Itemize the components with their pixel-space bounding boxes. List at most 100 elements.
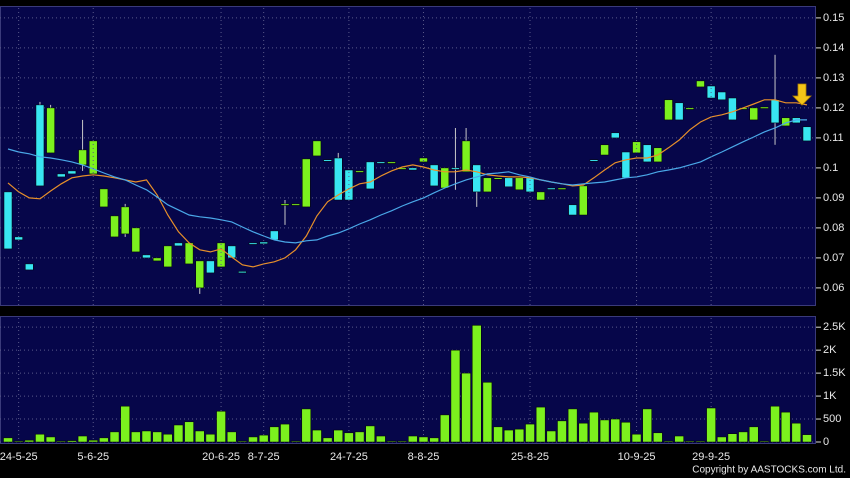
volume-bar — [717, 436, 727, 443]
candle-body — [248, 242, 258, 245]
volume-bar — [376, 435, 386, 443]
y-tick-label: 0.07 — [823, 252, 844, 264]
candle-body — [67, 170, 77, 175]
volume-bar — [514, 428, 525, 443]
volume-bar — [184, 421, 194, 443]
volume-bar — [290, 440, 301, 443]
candle-body — [312, 140, 322, 157]
volume-bar — [653, 432, 663, 443]
candle-body — [419, 157, 428, 163]
candle-body — [334, 157, 343, 201]
candle-body — [717, 91, 727, 101]
moving-average-line — [7, 119, 807, 244]
candle-body — [227, 245, 236, 259]
volume-bar — [589, 411, 599, 443]
volume-bar — [312, 429, 322, 443]
volume-bar — [770, 405, 780, 443]
candle-body — [749, 107, 758, 121]
candle-body — [110, 215, 119, 238]
candle-body — [259, 241, 268, 245]
volume-bar — [663, 440, 674, 443]
candle-body — [291, 203, 300, 206]
candle-body — [451, 167, 460, 170]
volume-bar — [450, 349, 461, 443]
candle-body — [238, 271, 247, 274]
volume-bar — [45, 436, 56, 443]
volume-bar — [418, 436, 429, 443]
volume-bar — [493, 426, 503, 443]
y-tick-label: 1K — [823, 390, 837, 402]
candle-body — [610, 132, 620, 139]
volume-bar — [429, 437, 439, 443]
volume-bar — [248, 436, 258, 443]
volume-bar — [35, 433, 45, 443]
x-tick-label: 8-8-25 — [408, 451, 440, 463]
volume-bar — [109, 431, 120, 443]
candle-body — [589, 159, 599, 162]
candle-body — [376, 161, 386, 164]
volume-bar — [802, 434, 812, 443]
candle-body — [568, 204, 577, 216]
volume-bar — [3, 437, 13, 443]
y-tick-label: 2.5K — [823, 321, 846, 333]
y-tick-label: 0.13 — [823, 72, 844, 84]
candle-body — [632, 141, 641, 154]
volume-bar — [546, 430, 557, 443]
y-tick-label: 0.1 — [823, 162, 838, 174]
candle-body — [642, 144, 652, 163]
volume-bar — [205, 433, 216, 443]
volume-bar — [727, 433, 738, 443]
y-tick-label: 0.09 — [823, 192, 844, 204]
volume-bar — [738, 431, 748, 443]
candle-body — [547, 187, 556, 190]
volume-bar — [333, 429, 344, 443]
candle-body — [3, 191, 13, 250]
volume-bar — [195, 430, 205, 443]
volume-bar — [365, 425, 375, 443]
volume-bar — [141, 430, 152, 443]
volume-bar — [780, 411, 791, 443]
x-tick-label: 8-7-25 — [248, 451, 280, 463]
candle-body — [600, 144, 609, 156]
volume-bar — [642, 408, 652, 443]
volume-bar — [408, 435, 418, 443]
volume-bar — [67, 440, 77, 443]
candle-body — [387, 161, 396, 164]
volume-bar — [759, 440, 770, 443]
volume-bar — [77, 435, 88, 443]
copyright: Copyright by AASTOCKS.com Ltd. — [692, 465, 846, 476]
y-tick-label: 0.15 — [823, 12, 844, 24]
candle-body — [46, 107, 55, 154]
volume-bar — [99, 437, 109, 443]
x-tick-label: 20-6-25 — [202, 451, 240, 463]
volume-bar — [56, 440, 67, 443]
candle-body — [685, 107, 695, 110]
volume-bar — [216, 410, 226, 443]
y-tick-label: 1.5K — [823, 367, 846, 379]
candle-body — [760, 106, 769, 109]
volume-bar — [152, 431, 162, 443]
volume-bar — [631, 433, 642, 443]
candle-body — [674, 102, 684, 121]
volume-bar — [173, 424, 184, 443]
volume-bar — [13, 440, 24, 443]
volume-bar — [354, 431, 365, 443]
x-tick-label: 5-6-25 — [77, 451, 109, 463]
candle-body — [579, 185, 588, 216]
marks: 0.06 0.07 0.08 0.09 0.1 0.11 0.12 0.13 0.14 0.15 0… — [0, 8, 846, 463]
candle-body — [621, 151, 631, 179]
candle-body — [120, 206, 130, 235]
y-tick-label: 0 — [823, 436, 829, 448]
candle-body — [536, 191, 545, 201]
candle-body — [696, 80, 705, 88]
candle-body — [152, 257, 162, 262]
candle-body — [770, 99, 780, 124]
x-tick-label: 24-7-25 — [330, 451, 368, 463]
y-tick-label: 0.06 — [823, 282, 844, 294]
volume-bar — [226, 431, 237, 443]
volume-bar — [535, 406, 546, 443]
volume-bar — [525, 423, 535, 443]
candle-body — [493, 177, 503, 180]
candle-body — [429, 164, 439, 187]
